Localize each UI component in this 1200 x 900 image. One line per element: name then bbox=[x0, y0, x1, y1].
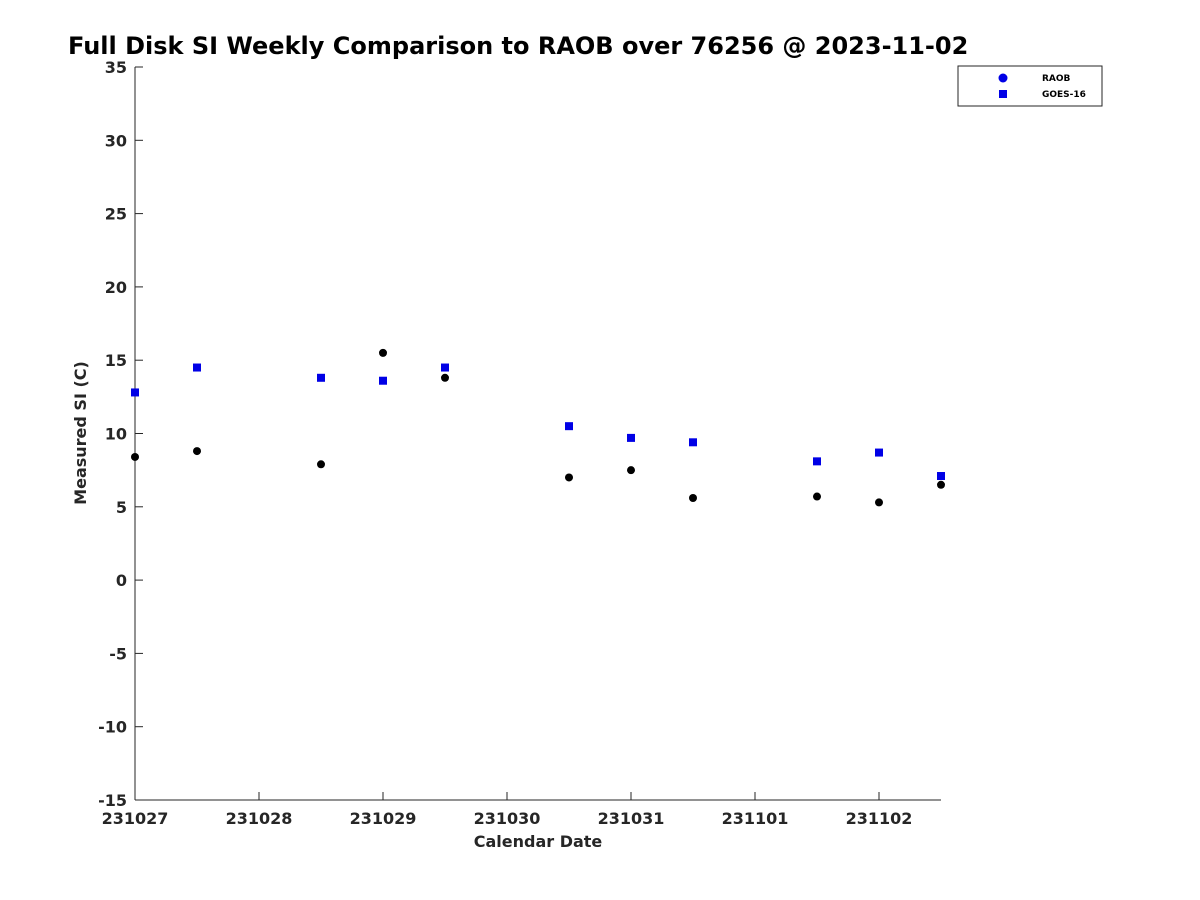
x-tick-label: 231031 bbox=[598, 809, 665, 828]
data-point-raob bbox=[627, 466, 635, 475]
legend-marker-circle-icon bbox=[998, 73, 1008, 83]
data-point-raob bbox=[875, 498, 883, 507]
x-tick-label: 231102 bbox=[846, 809, 913, 828]
x-axis-label: Calendar Date bbox=[474, 832, 603, 851]
legend-marker-square-icon bbox=[999, 90, 1007, 98]
y-axis-ticks: 35 30 25 20 15 10 5 0 -5 -10 -15 bbox=[98, 58, 143, 810]
data-point-goes16 bbox=[627, 433, 635, 442]
y-tick-label: 5 bbox=[116, 498, 127, 517]
y-tick-label: -15 bbox=[98, 791, 127, 810]
data-point-raob bbox=[689, 494, 697, 503]
data-point-raob bbox=[813, 492, 821, 501]
chart-title: Full Disk SI Weekly Comparison to RAOB o… bbox=[68, 32, 968, 60]
data-point-goes16 bbox=[131, 388, 139, 397]
x-tick-label: 231030 bbox=[474, 809, 541, 828]
legend-label: RAOB bbox=[1042, 74, 1071, 84]
data-point-raob bbox=[937, 480, 945, 489]
data-point-raob bbox=[317, 460, 325, 469]
series-raob bbox=[131, 348, 945, 507]
data-point-goes16 bbox=[813, 457, 821, 466]
legend: RAOB GOES-16 bbox=[957, 65, 1103, 107]
y-tick-label: 20 bbox=[105, 278, 127, 297]
y-tick-label: 10 bbox=[105, 425, 127, 444]
data-point-goes16 bbox=[689, 438, 697, 447]
y-tick-label: -5 bbox=[109, 644, 127, 663]
y-tick-label: 30 bbox=[105, 131, 127, 150]
data-point-goes16 bbox=[875, 448, 883, 457]
x-tick-label: 231101 bbox=[722, 809, 789, 828]
y-tick-label: 0 bbox=[116, 571, 127, 590]
y-tick-label: 15 bbox=[105, 351, 127, 370]
data-point-goes16 bbox=[441, 363, 449, 372]
data-point-goes16 bbox=[193, 363, 201, 372]
data-point-raob bbox=[565, 473, 573, 482]
series-layer bbox=[131, 348, 945, 507]
data-point-goes16 bbox=[937, 472, 945, 481]
data-point-goes16 bbox=[317, 373, 325, 382]
x-tick-label: 231027 bbox=[102, 809, 169, 828]
x-tick-label: 231029 bbox=[350, 809, 417, 828]
y-tick-label: 35 bbox=[105, 58, 127, 77]
x-tick-label: 231028 bbox=[226, 809, 293, 828]
data-point-raob bbox=[131, 452, 139, 461]
data-point-goes16 bbox=[565, 422, 573, 431]
y-tick-label: -10 bbox=[98, 718, 127, 737]
data-point-raob bbox=[193, 447, 201, 456]
series-goes-16 bbox=[131, 363, 945, 481]
y-tick-label: 25 bbox=[105, 205, 127, 224]
data-point-goes16 bbox=[379, 376, 387, 385]
legend-entries: RAOB GOES-16 bbox=[998, 73, 1086, 100]
x-axis-ticks: 231027 231028 231029 231030 231031 231101 2311… bbox=[102, 792, 913, 828]
data-point-raob bbox=[379, 348, 387, 357]
data-point-raob bbox=[441, 373, 449, 382]
legend-box bbox=[957, 65, 1103, 107]
y-axis-label: Measured SI (C) bbox=[71, 361, 90, 505]
legend-label: GOES-16 bbox=[1042, 90, 1086, 100]
